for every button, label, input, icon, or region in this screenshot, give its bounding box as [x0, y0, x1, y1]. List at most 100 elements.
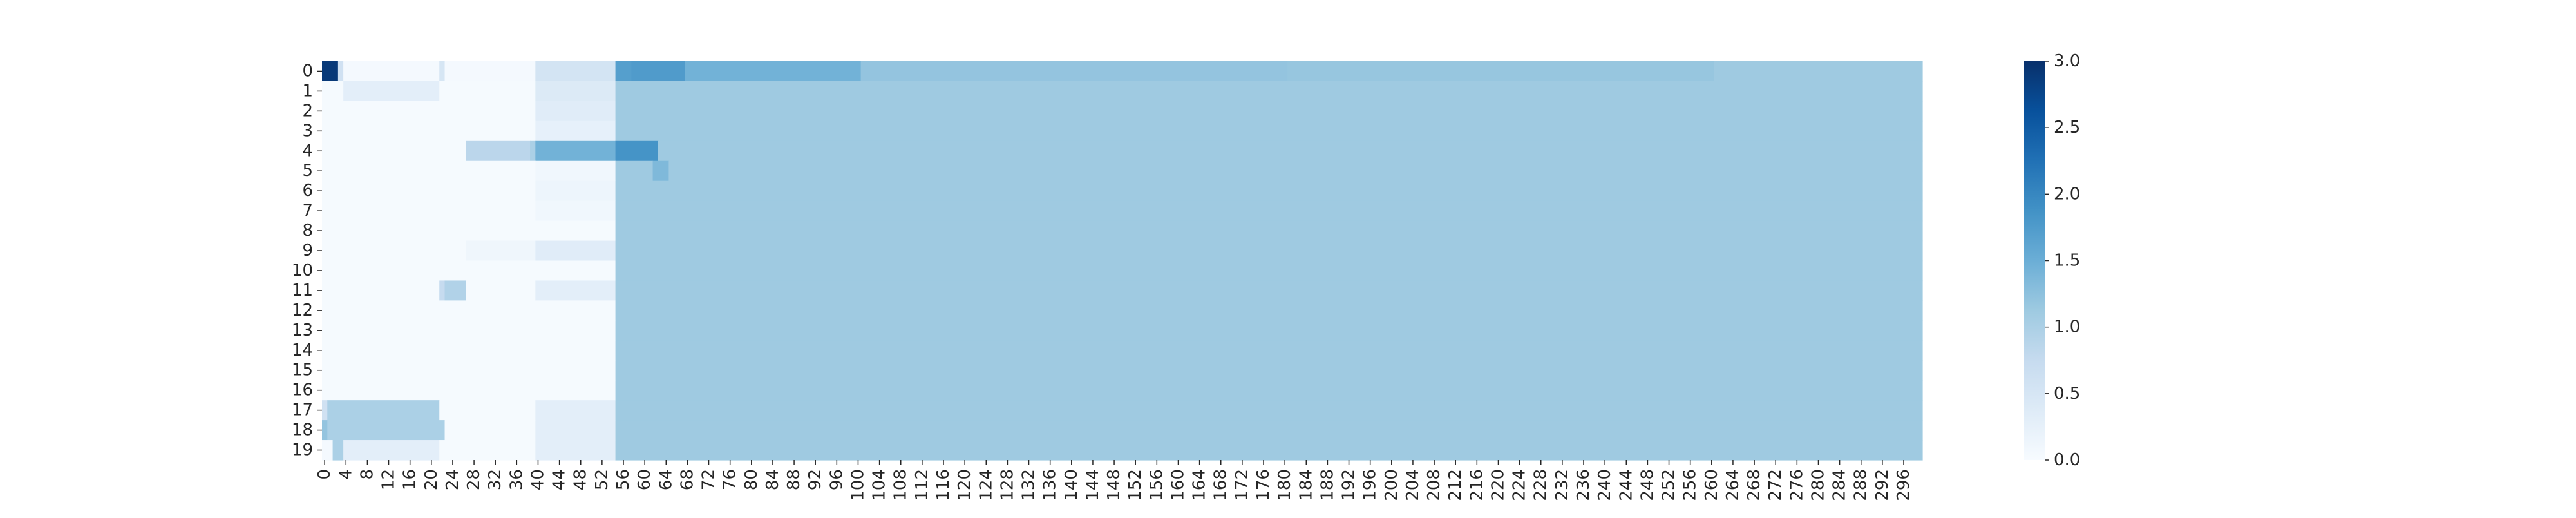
heatmap-cell [535, 280, 616, 301]
column-tick-label: 140 [1062, 469, 1081, 501]
row-tick-label: 13 [292, 321, 313, 340]
row-tick-label: 11 [292, 281, 313, 300]
column-tick-label: 228 [1531, 469, 1551, 501]
heatmap-cell [343, 61, 440, 82]
row-tick-label: 9 [302, 241, 313, 260]
column-tick-label: 164 [1190, 469, 1209, 501]
column-tick-label: 224 [1510, 469, 1530, 501]
column-tick-label: 96 [827, 469, 846, 490]
heatmap-cell [439, 280, 446, 301]
heatmap-cell [466, 240, 536, 262]
column-tick-label: 192 [1340, 469, 1359, 501]
heatmap-cell [860, 61, 1288, 82]
column-tick-label: 84 [763, 469, 782, 490]
row-tick-label: 0 [302, 61, 313, 81]
heatmap-cell [466, 140, 531, 162]
column-tick-label: 80 [742, 469, 761, 490]
column-tick-label: 44 [550, 469, 569, 490]
heatmap-cell [615, 420, 1923, 441]
heatmap-cell [535, 101, 616, 122]
column-tick-label: 236 [1574, 469, 1593, 501]
column-tick-label: 144 [1083, 469, 1103, 501]
heatmap-cell [444, 61, 536, 82]
column-tick-label: 288 [1852, 469, 1871, 501]
column-tick-label: 212 [1446, 469, 1465, 501]
column-tick-label: 156 [1147, 469, 1166, 501]
colorbar-tick-label: 1.0 [2054, 318, 2080, 337]
heatmap-cell [535, 420, 616, 441]
heatmap-cell [322, 160, 536, 182]
heatmap-cell [343, 440, 440, 461]
heatmap-cell [322, 220, 616, 242]
heatmap-cell [615, 180, 1923, 202]
heatmap-cell [535, 140, 616, 162]
heatmap-cell [322, 420, 328, 441]
column-tick-label: 268 [1745, 469, 1764, 501]
heatmap-cell [631, 61, 685, 82]
heatmap-cell [615, 440, 1923, 461]
row-tick-label: 15 [292, 361, 313, 380]
heatmap-cell [322, 280, 440, 301]
heatmap-cell [615, 280, 1923, 301]
column-tick-label: 68 [677, 469, 697, 490]
heatmap-cell [1714, 61, 1923, 82]
column-tick-label: 88 [784, 469, 804, 490]
colorbar-gradient [2024, 61, 2045, 460]
heatmap-cell [615, 400, 1923, 421]
heatmap-cell [444, 420, 536, 441]
row-tick-label: 7 [302, 201, 313, 220]
heatmap-cell [466, 280, 536, 301]
column-tick-label: 196 [1361, 469, 1380, 501]
heatmap-cell [322, 380, 616, 401]
row-tick-label: 1 [302, 81, 313, 101]
column-tick-label: 172 [1233, 469, 1252, 501]
heatmap-cell [615, 260, 1923, 282]
column-tick-label: 260 [1702, 469, 1721, 501]
heatmap-cell [332, 440, 344, 461]
row-tick-label: 14 [292, 341, 313, 360]
colorbar-tick-label: 0.0 [2054, 450, 2080, 470]
heatmap-cell [343, 81, 440, 102]
colorbar-tick-label: 2.0 [2054, 184, 2080, 204]
column-tick-label: 276 [1787, 469, 1806, 501]
column-tick-label: 220 [1488, 469, 1508, 501]
column-tick-label: 248 [1638, 469, 1657, 501]
heatmap-cell [615, 200, 1923, 222]
heatmap-cell [668, 160, 1923, 182]
heatmap-cell [322, 120, 536, 142]
heatmap-cell [439, 61, 446, 82]
heatmap-cell [444, 280, 467, 301]
heatmap-cell [652, 160, 670, 182]
heatmap-cell [322, 240, 467, 262]
heatmap-cell [322, 300, 616, 321]
column-tick-label: 52 [592, 469, 612, 490]
row-tick-label: 16 [292, 381, 313, 400]
column-tick-label: 24 [443, 469, 462, 490]
heatmap-cell [615, 340, 1923, 361]
row-tick-label: 18 [292, 421, 313, 440]
column-tick-label: 124 [976, 469, 996, 501]
heatmap-cell [615, 380, 1923, 401]
column-tick-label: 200 [1382, 469, 1401, 501]
heatmap-cell [322, 200, 536, 222]
column-tick-label: 8 [357, 469, 377, 480]
heatmap-cell [337, 61, 344, 82]
column-tick-label: 184 [1296, 469, 1316, 501]
heatmap-cell [535, 400, 616, 421]
heatmap-cell [535, 120, 616, 142]
column-tick-label: 132 [1019, 469, 1039, 501]
column-tick-label: 60 [635, 469, 654, 490]
row-tick-label: 19 [292, 441, 313, 460]
column-tick-label: 32 [486, 469, 505, 490]
colorbar-tick-label: 1.5 [2054, 251, 2080, 271]
heatmap-cell [615, 61, 632, 82]
column-tick-label: 20 [422, 469, 441, 490]
row-tick-label: 12 [292, 301, 313, 320]
heatmap-cell [535, 81, 616, 102]
column-tick-label: 56 [614, 469, 633, 490]
column-tick-label: 136 [1041, 469, 1060, 501]
heatmap-cell [439, 81, 536, 102]
column-tick-label: 16 [401, 469, 420, 490]
column-tick-label: 264 [1723, 469, 1743, 501]
